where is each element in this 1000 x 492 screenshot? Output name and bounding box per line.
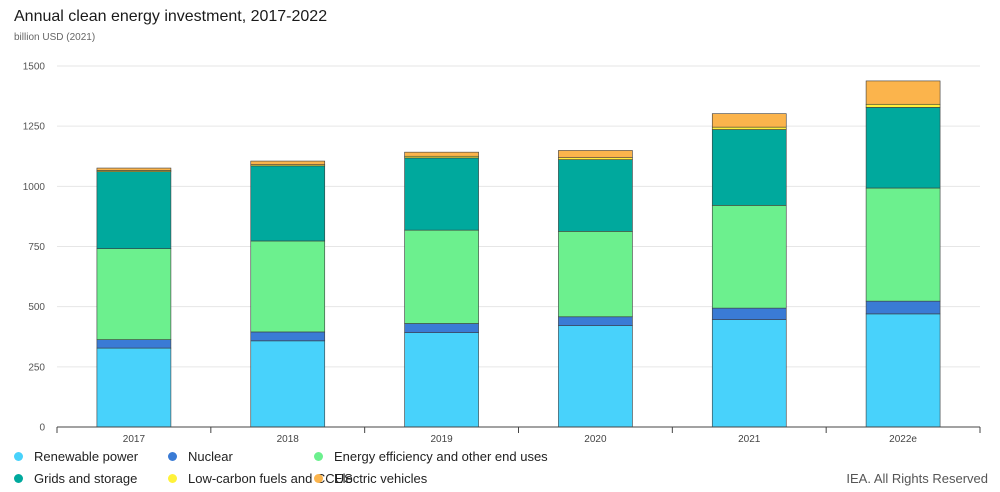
bar-segment <box>558 325 633 428</box>
bar-segment <box>404 151 479 157</box>
bar-segment <box>96 167 172 171</box>
legend-item[interactable]: Grids and storage <box>14 471 137 486</box>
y-tick-label: 250 <box>28 362 45 373</box>
y-tick-label: 750 <box>28 242 45 253</box>
y-tick-label: 500 <box>28 302 45 313</box>
bar-segment <box>96 171 172 249</box>
bar-stacks <box>96 80 941 428</box>
y-axis-labels: 0 250 500 750 1000 1250 1500 <box>23 62 46 434</box>
bar-segment <box>865 187 941 302</box>
bar-segment <box>865 107 941 189</box>
bar-segment <box>250 240 326 333</box>
bar-segment <box>404 323 479 333</box>
legend-label: Low-carbon fuels and CCUS <box>188 471 353 486</box>
credit-text: IEA. All Rights Reserved <box>846 471 988 486</box>
y-tick-label: 1000 <box>23 182 46 193</box>
legend-swatch <box>168 474 177 483</box>
bar-segment <box>865 103 941 108</box>
bar-segment <box>558 231 633 318</box>
bar-segment <box>404 332 479 428</box>
x-tick-label: 2018 <box>277 434 300 445</box>
legend-label: Electric vehicles <box>334 471 428 486</box>
x-tick-label: 2019 <box>430 434 453 445</box>
legend-swatch <box>314 474 323 483</box>
legend-swatch <box>14 474 23 483</box>
y-tick-label: 0 <box>39 423 45 434</box>
bar-segment <box>711 319 787 428</box>
bar-segment <box>711 129 787 206</box>
bar-segment <box>250 340 326 428</box>
legend-item[interactable]: Nuclear <box>168 449 233 464</box>
x-tick-label: 2020 <box>584 434 607 445</box>
bar-segment <box>250 160 326 165</box>
bar-segment <box>404 229 479 324</box>
legend-item[interactable]: Electric vehicles <box>314 471 427 486</box>
gridlines <box>57 65 980 368</box>
bar-segment <box>96 339 172 349</box>
bar-segment <box>558 316 633 326</box>
legend-label: Renewable power <box>34 449 139 464</box>
y-tick-label: 1250 <box>23 122 46 133</box>
chart-subtitle: billion USD (2021) <box>14 32 96 43</box>
legend-swatch <box>168 452 177 461</box>
legend-label: Energy efficiency and other end uses <box>334 449 548 464</box>
bar-segment <box>96 248 172 340</box>
bar-segment <box>404 157 479 231</box>
bar-segment <box>250 165 326 242</box>
bar-segment <box>711 307 787 320</box>
legend-item[interactable]: Energy efficiency and other end uses <box>314 449 548 464</box>
legend-swatch <box>314 452 323 461</box>
bar-segment <box>96 347 172 428</box>
bar-segment <box>865 313 941 428</box>
legend-item[interactable]: Renewable power <box>14 449 138 464</box>
legend-swatch <box>14 452 23 461</box>
x-tick-label: 2017 <box>123 434 146 445</box>
x-tick-label: 2021 <box>738 434 761 445</box>
legend-item[interactable]: Low-carbon fuels and CCUS <box>168 471 353 486</box>
bar-segment <box>865 300 941 315</box>
bar-segment <box>865 80 941 105</box>
legend-label: Grids and storage <box>34 471 138 486</box>
x-axis: 2017 2018 2019 2020 2021 2022e <box>56 426 981 445</box>
x-tick-label: 2022e <box>889 434 917 445</box>
bar-segment <box>711 205 787 309</box>
bar-segment <box>711 113 787 128</box>
legend-label: Nuclear <box>188 449 233 464</box>
bar-segment <box>558 159 633 232</box>
bar-segment <box>558 150 633 158</box>
bar-segment <box>711 126 787 130</box>
y-tick-label: 1500 <box>23 62 46 73</box>
chart-title: Annual clean energy investment, 2017-202… <box>14 8 328 25</box>
bar-segment <box>250 331 326 342</box>
